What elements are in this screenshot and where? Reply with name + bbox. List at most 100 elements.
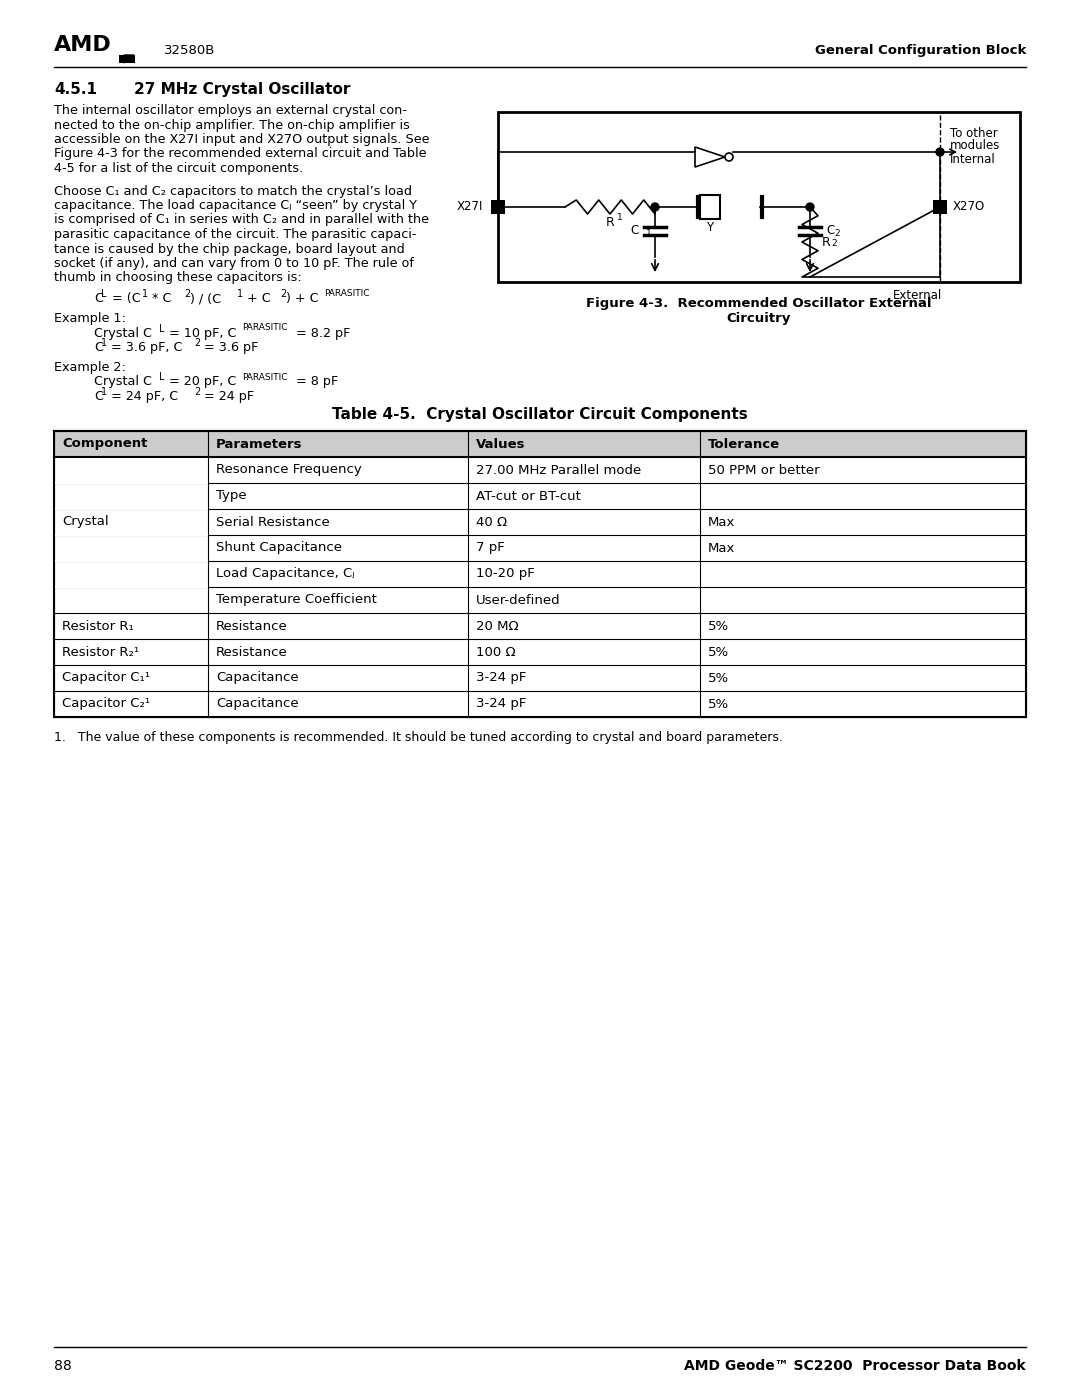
Text: PARASITIC: PARASITIC [242, 324, 287, 332]
Text: 2: 2 [834, 229, 839, 237]
Text: = (C: = (C [108, 292, 140, 305]
Text: PARASITIC: PARASITIC [324, 289, 369, 298]
Text: L: L [102, 289, 107, 299]
Bar [55, 457, 206, 482]
Text: 32580B: 32580B [164, 43, 215, 57]
Text: C: C [94, 341, 103, 353]
Bar [54, 587, 1026, 613]
Text: Example 1:: Example 1: [54, 312, 126, 326]
Text: 1: 1 [141, 289, 148, 299]
Text: Tolerance: Tolerance [708, 437, 780, 450]
Text: External: External [893, 289, 942, 302]
Text: Internal: Internal [950, 154, 996, 166]
Text: Y: Y [706, 221, 714, 235]
Text: Figure 4-3 for the recommended external circuit and Table: Figure 4-3 for the recommended external … [54, 148, 427, 161]
Text: C: C [94, 292, 103, 305]
Text: 5%: 5% [708, 645, 729, 658]
Text: 1: 1 [646, 229, 651, 237]
Text: = 24 pF: = 24 pF [200, 390, 254, 402]
Text: 100 Ω: 100 Ω [476, 645, 515, 658]
Text: Capacitance: Capacitance [216, 697, 299, 711]
Text: AMD Geode™ SC2200  Processor Data Book: AMD Geode™ SC2200 Processor Data Book [685, 1359, 1026, 1373]
Text: Choose C₁ and C₂ capacitors to match the crystal’s load: Choose C₁ and C₂ capacitors to match the… [54, 184, 411, 197]
Text: Resistance: Resistance [216, 619, 287, 633]
Text: 10-20 pF: 10-20 pF [476, 567, 535, 581]
Text: 4.5.1: 4.5.1 [54, 82, 97, 96]
Text: C: C [94, 390, 103, 402]
Text: Circuitry: Circuitry [727, 312, 792, 326]
Text: Serial Resistance: Serial Resistance [216, 515, 329, 528]
Text: PARASITIC: PARASITIC [242, 373, 287, 381]
Bar [54, 638, 1026, 665]
Text: Capacitor C₁¹: Capacitor C₁¹ [62, 672, 150, 685]
Text: 3-24 pF: 3-24 pF [476, 672, 526, 685]
Text: Resistance: Resistance [216, 645, 287, 658]
Text: Shunt Capacitance: Shunt Capacitance [216, 542, 342, 555]
Text: Parameters: Parameters [216, 437, 302, 450]
Text: Resistor R₁: Resistor R₁ [62, 619, 134, 633]
Bar [54, 457, 1026, 483]
Text: Crystal: Crystal [62, 464, 109, 476]
Bar [498, 112, 1020, 282]
Text: 5%: 5% [708, 672, 729, 685]
Text: 88: 88 [54, 1359, 71, 1373]
Bar [119, 54, 135, 63]
Text: 1: 1 [102, 338, 107, 348]
Text: 1: 1 [617, 212, 623, 222]
Bar [54, 665, 1026, 692]
Text: = 3.6 pF: = 3.6 pF [200, 341, 258, 353]
Text: + C: + C [243, 292, 271, 305]
Bar [54, 509, 1026, 535]
Text: 7 pF: 7 pF [476, 542, 504, 555]
Text: The internal oscillator employs an external crystal con-: The internal oscillator employs an exter… [54, 103, 407, 117]
Polygon shape [124, 54, 134, 63]
Text: parasitic capacitance of the circuit. The parasitic capaci-: parasitic capacitance of the circuit. Th… [54, 228, 417, 242]
Text: Capacitance: Capacitance [216, 672, 299, 685]
Text: 40 Ω: 40 Ω [476, 515, 508, 528]
Bar [54, 692, 1026, 717]
Text: C: C [826, 225, 834, 237]
Text: = 10 pF, C: = 10 pF, C [165, 327, 237, 339]
Bar [54, 562, 1026, 587]
Text: To other: To other [950, 127, 998, 140]
Text: thumb in choosing these capacitors is:: thumb in choosing these capacitors is: [54, 271, 301, 285]
Text: 27.00 MHz Parallel mode: 27.00 MHz Parallel mode [476, 464, 642, 476]
Bar [54, 432, 1026, 457]
Bar [933, 200, 947, 214]
Circle shape [806, 203, 814, 211]
Text: Crystal: Crystal [62, 515, 109, 528]
Text: 2: 2 [280, 289, 286, 299]
Bar [700, 196, 720, 219]
Bar [54, 483, 1026, 509]
Text: 20 MΩ: 20 MΩ [476, 619, 518, 633]
Text: Resonance Frequency: Resonance Frequency [216, 464, 362, 476]
Text: Type: Type [216, 489, 246, 503]
Text: 1.   The value of these components is recommended. It should be tuned according : 1. The value of these components is reco… [54, 731, 783, 745]
Circle shape [936, 148, 944, 156]
Text: is comprised of C₁ in series with C₂ and in parallel with the: is comprised of C₁ in series with C₂ and… [54, 214, 429, 226]
Text: 2: 2 [184, 289, 190, 299]
Text: 5%: 5% [708, 619, 729, 633]
Text: ) + C: ) + C [286, 292, 319, 305]
Text: R: R [822, 236, 831, 249]
Text: 2: 2 [194, 387, 200, 397]
Text: 27 MHz Crystal Oscillator: 27 MHz Crystal Oscillator [134, 82, 350, 96]
Text: = 8.2 pF: = 8.2 pF [292, 327, 350, 339]
Bar [54, 613, 1026, 638]
Text: L: L [159, 373, 164, 383]
Text: ) / (C: ) / (C [190, 292, 221, 305]
Text: nected to the on-chip amplifier. The on-chip amplifier is: nected to the on-chip amplifier. The on-… [54, 119, 410, 131]
Text: AMD: AMD [54, 35, 111, 54]
Text: 50 PPM or better: 50 PPM or better [708, 464, 820, 476]
Text: Temperature Coefficient: Temperature Coefficient [216, 594, 377, 606]
Text: L: L [159, 324, 164, 334]
Text: modules: modules [950, 138, 1000, 152]
Text: 1: 1 [237, 289, 243, 299]
Text: Max: Max [708, 542, 735, 555]
Text: Table 4-5.  Crystal Oscillator Circuit Components: Table 4-5. Crystal Oscillator Circuit Co… [333, 407, 747, 422]
Polygon shape [696, 147, 725, 168]
Text: R: R [606, 217, 615, 229]
Text: accessible on the X27I input and X27O output signals. See: accessible on the X27I input and X27O ou… [54, 133, 430, 147]
Text: 2: 2 [831, 239, 837, 249]
Text: General Configuration Block: General Configuration Block [814, 43, 1026, 57]
